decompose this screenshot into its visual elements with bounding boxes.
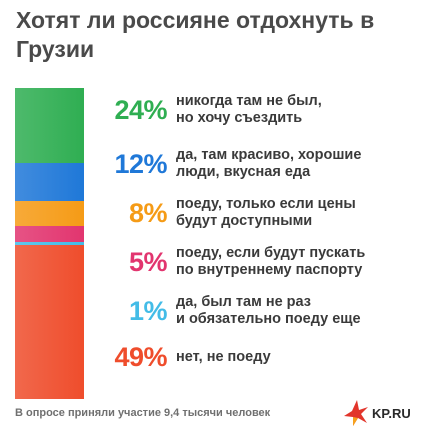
survey-note: В опросе приняли участие 9,4 тысячи чело… (15, 407, 271, 419)
category-label: поеду, если будут пускать по внутреннему… (176, 245, 366, 278)
legend-row: 8% поеду, только если цены будут доступны… (92, 193, 356, 233)
value-label: 8% (128, 197, 168, 228)
kp-logo: KP.RU (343, 398, 415, 428)
value-label: 5% (128, 246, 168, 277)
stacked-bar (15, 88, 84, 399)
category-label: никогда там не был, но хочу съездить (176, 93, 322, 126)
bar-segment (15, 201, 84, 227)
category-label: да, был там не раз и обязательно поеду е… (176, 294, 361, 327)
value-label: 1% (128, 295, 168, 326)
value-label: 12% (114, 148, 167, 179)
kp-star-icon (344, 400, 368, 426)
bar-segment (15, 241, 84, 246)
bar-segment (15, 226, 84, 242)
legend-row: 12% да, там красиво, хорошие люди, вкусна… (92, 144, 361, 184)
category-label: поеду, только если цены будут доступными (176, 196, 356, 229)
page-title: Хотят ли россияне отдохнуть в Грузии (16, 7, 375, 62)
category-label: нет, не поеду (176, 348, 271, 365)
bar-segment (15, 163, 84, 202)
kp-logo-text: KP.RU (372, 405, 411, 421)
value-label: 49% (114, 341, 167, 372)
value-label: 24% (114, 94, 167, 125)
legend-row: 5% поеду, если будут пускать по внутренне… (92, 242, 365, 282)
category-label: да, там красиво, хорошие люди, вкусная е… (176, 147, 362, 180)
bar-segment (15, 88, 84, 164)
legend-row: 24% никогда там не был, но хочу съездить (92, 90, 322, 130)
bar-segment (15, 245, 84, 399)
legend-row: 1% да, был там не раз и обязательно поеду… (92, 291, 361, 331)
legend-row: 49% нет, не поеду (92, 337, 271, 377)
